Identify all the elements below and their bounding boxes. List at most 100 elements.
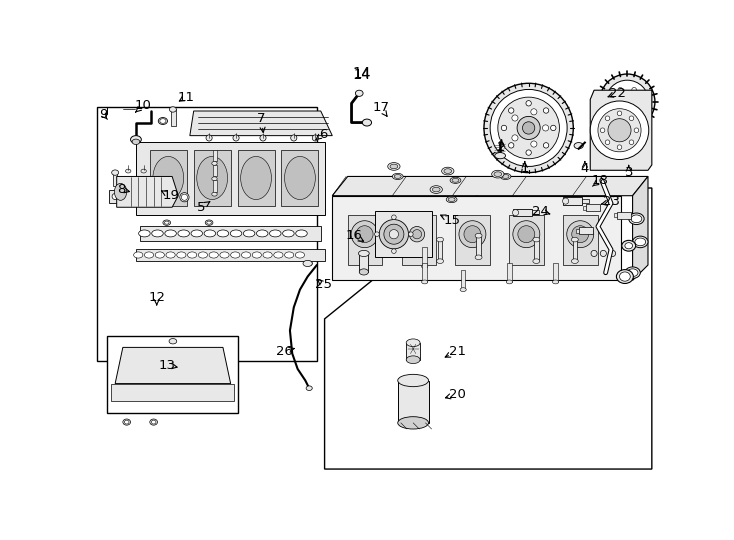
Ellipse shape [209,252,218,258]
Circle shape [498,97,559,159]
Bar [136,249,324,261]
Ellipse shape [291,135,297,141]
Ellipse shape [379,220,409,249]
Bar [534,240,539,261]
Ellipse shape [230,230,241,237]
Ellipse shape [444,168,451,173]
Polygon shape [109,190,134,204]
Ellipse shape [170,107,176,112]
Bar [456,215,490,265]
Ellipse shape [391,249,396,253]
Text: 23: 23 [603,195,619,208]
Ellipse shape [206,220,213,225]
Ellipse shape [622,240,636,251]
Ellipse shape [180,193,189,202]
Circle shape [542,125,548,131]
Circle shape [590,101,649,159]
Ellipse shape [212,192,217,196]
Ellipse shape [160,119,166,123]
Bar [238,150,275,206]
Circle shape [501,125,506,131]
Text: 14: 14 [353,68,370,82]
Bar [582,199,589,204]
Ellipse shape [145,252,153,258]
Bar [531,210,539,215]
Bar [213,180,217,192]
Circle shape [600,74,655,130]
Ellipse shape [126,169,131,173]
Text: 17: 17 [372,102,389,114]
Polygon shape [136,142,324,215]
Bar [213,165,217,177]
Ellipse shape [572,226,589,242]
Ellipse shape [475,255,482,260]
Bar [113,173,117,186]
Ellipse shape [206,135,212,141]
Ellipse shape [421,265,428,268]
Ellipse shape [191,230,203,237]
Ellipse shape [363,119,371,126]
Ellipse shape [295,252,305,258]
Ellipse shape [553,280,559,284]
Ellipse shape [260,135,266,141]
Ellipse shape [421,280,428,284]
Circle shape [606,140,610,145]
Circle shape [512,115,518,121]
Text: 1: 1 [520,162,529,176]
Circle shape [526,150,531,156]
Text: 11: 11 [178,91,195,104]
Circle shape [543,108,549,113]
Circle shape [531,109,537,115]
Text: 15: 15 [443,214,460,227]
Bar [359,253,368,272]
Bar [437,240,443,261]
Text: 9: 9 [98,107,107,120]
Ellipse shape [351,221,378,248]
Ellipse shape [389,230,399,239]
Bar [139,226,321,241]
Ellipse shape [632,87,636,92]
Ellipse shape [384,224,404,244]
Ellipse shape [464,226,481,242]
Ellipse shape [296,230,308,237]
Ellipse shape [374,232,379,237]
Ellipse shape [283,230,294,237]
Ellipse shape [355,90,363,96]
Ellipse shape [618,87,622,92]
Ellipse shape [600,251,606,256]
Ellipse shape [163,220,170,225]
Ellipse shape [388,163,400,170]
Bar [406,343,420,360]
Ellipse shape [177,252,186,258]
Ellipse shape [139,230,150,237]
Ellipse shape [627,269,638,276]
Ellipse shape [230,252,240,258]
Circle shape [526,100,531,106]
Bar [348,215,382,265]
Bar [617,212,631,219]
Ellipse shape [450,177,461,184]
Ellipse shape [571,259,578,264]
Bar [98,107,317,361]
Ellipse shape [269,230,281,237]
Ellipse shape [285,157,316,200]
Circle shape [523,122,535,134]
Ellipse shape [591,251,597,256]
Polygon shape [333,177,648,195]
Ellipse shape [437,237,443,242]
Text: 3: 3 [625,166,633,179]
Ellipse shape [635,238,646,246]
Polygon shape [115,347,230,383]
Ellipse shape [413,230,421,239]
Ellipse shape [618,111,622,116]
Circle shape [606,80,649,123]
Polygon shape [324,188,652,469]
Ellipse shape [165,230,176,237]
Ellipse shape [356,226,373,242]
Ellipse shape [312,135,319,141]
Ellipse shape [617,269,633,284]
Circle shape [617,145,622,150]
Ellipse shape [459,221,486,248]
Bar [150,150,186,206]
Ellipse shape [274,252,283,258]
